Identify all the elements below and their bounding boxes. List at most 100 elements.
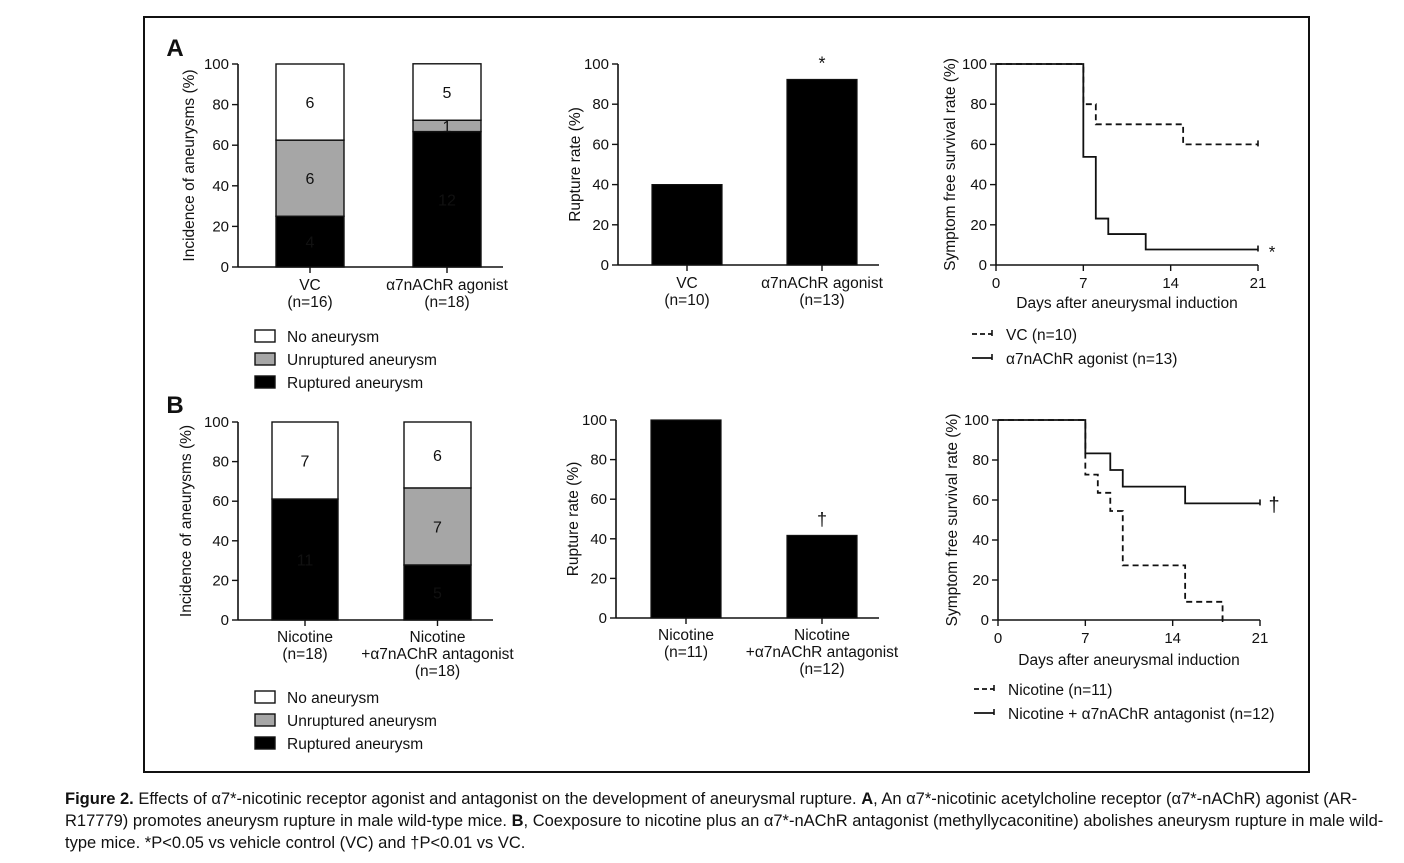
A2-ytick-label: 80 (592, 96, 609, 113)
B1-category-label: Nicotine (277, 629, 333, 646)
B1-ytick-label: 40 (212, 533, 229, 550)
B1-category-label: (n=18) (415, 663, 460, 680)
B3-xtick-label: 21 (1252, 630, 1269, 647)
B2-bar (786, 534, 858, 619)
A1-segment-label: 6 (306, 171, 315, 188)
B1-segment-label: 7 (301, 454, 310, 471)
B1-segment-label: 11 (297, 553, 314, 570)
panel-label-a: A (166, 35, 183, 62)
B2-ytick-label: 40 (590, 531, 607, 548)
B3-xtick-label: 0 (994, 630, 1002, 647)
B2-category-label: Nicotine (794, 627, 850, 644)
B1-bar-segment-unruptured (403, 487, 472, 566)
B3-series-line-1 (998, 419, 1260, 505)
A3-series-line-1 (996, 63, 1258, 251)
B1-bar-segment-no_aneurysm (403, 421, 472, 489)
B2-ytick-label: 20 (590, 570, 607, 587)
A1-ytick-label: 40 (212, 178, 229, 195)
B2-ytick-label: 0 (599, 610, 607, 627)
B1-category-label: (n=18) (282, 646, 327, 663)
A3-ytick-label: 80 (970, 96, 987, 113)
B1-legend-swatch-no_aneurysm (254, 690, 276, 704)
A3-xtick-label: 21 (1250, 275, 1267, 292)
A1-segment-label: 4 (306, 235, 315, 252)
A1-ytick-label: 0 (221, 259, 229, 276)
caption-text: Effects of α7*-nicotinic receptor agonis… (133, 790, 862, 808)
A1-ytick-label: 20 (212, 218, 229, 235)
A2-ytick-label: 20 (592, 217, 609, 234)
B3-ytick-label: 20 (972, 572, 989, 589)
A1-bar-segment-ruptured (412, 130, 482, 268)
B1-ytick-label: 100 (204, 414, 229, 431)
A2-bar (786, 78, 858, 266)
B1-ytick-label: 0 (221, 612, 229, 629)
A2-significance-mark: * (818, 53, 825, 73)
B1-segment-label: 6 (433, 448, 442, 465)
A1-bar-segment-unruptured (275, 139, 345, 217)
A1-segment-label: 6 (306, 95, 315, 112)
A1-bar-segment-no_aneurysm (412, 63, 482, 121)
B3-ytick-label: 40 (972, 532, 989, 549)
B2-ytick-label: 60 (590, 491, 607, 508)
B3-xtick-label: 7 (1081, 630, 1089, 647)
B1-ytick-label: 60 (212, 493, 229, 510)
A1-bar-segment-ruptured (275, 215, 345, 268)
A1-category-label: VC (299, 277, 321, 294)
A1-legend-label: Ruptured aneurysm (287, 375, 423, 392)
A2-bar (651, 184, 723, 266)
A3-ytick-label: 100 (962, 56, 987, 73)
A1-legend-swatch-ruptured (254, 375, 276, 389)
B3-significance-mark: † (1268, 494, 1279, 516)
B1-ytick-label: 80 (212, 454, 229, 471)
B3-ytick-label: 0 (981, 612, 989, 629)
A1-legend-swatch-unruptured (254, 352, 276, 366)
B1-legend-label: Unruptured aneurysm (287, 713, 437, 730)
B2-category-label: +α7nAChR antagonist (746, 644, 899, 661)
A3-legend-label: VC (n=10) (1006, 327, 1077, 344)
B3-ytick-label: 60 (972, 492, 989, 509)
B3-ytick-label: 80 (972, 452, 989, 469)
A2-category-label: VC (676, 275, 698, 292)
B3-xlabel: Days after aneurysmal induction (1018, 652, 1239, 669)
B3-ytick-label: 100 (964, 412, 989, 429)
figure-frame (143, 16, 1310, 773)
A1-bar-segment-no_aneurysm (275, 63, 345, 141)
A1-segment-label: 1 (443, 119, 452, 136)
B2-bar (650, 419, 722, 619)
A3-xtick-label: 0 (992, 275, 1000, 292)
B1-legend-swatch-ruptured (254, 736, 276, 750)
B2-significance-mark: † (817, 509, 827, 529)
A1-legend-label: No aneurysm (287, 329, 379, 346)
A3-ytick-label: 0 (979, 257, 987, 274)
A1-ytick-label: 80 (212, 97, 229, 114)
B1-category-label: +α7nAChR antagonist (361, 646, 514, 663)
B1-legend-label: Ruptured aneurysm (287, 736, 423, 753)
caption-b-text: , Coexposure to nicotine plus an α7*-nAC… (65, 812, 1384, 852)
B3-xtick-label: 14 (1164, 630, 1181, 647)
A1-ytick-label: 100 (204, 56, 229, 73)
caption-figure-label: Figure 2. (65, 790, 134, 808)
B3-legend-label: Nicotine (n=11) (1008, 682, 1112, 699)
A3-ylabel: Symptom free survival rate (%) (942, 58, 959, 271)
B1-segment-label: 7 (433, 519, 442, 536)
B2-ytick-label: 80 (590, 452, 607, 469)
caption-a-label: A (861, 790, 874, 808)
A2-ytick-label: 100 (584, 56, 609, 73)
B1-bar-segment-ruptured (403, 564, 472, 621)
A1-ylabel: Incidence of aneurysms (%) (181, 69, 198, 261)
B1-legend-label: No aneurysm (287, 690, 379, 707)
figure-caption: Figure 2. Effects of α7*-nicotinic recep… (65, 788, 1385, 854)
B3-legend-label: Nicotine + α7nAChR antagonist (n=12) (1008, 706, 1275, 723)
A3-legend-label: α7nAChR agonist (n=13) (1006, 351, 1177, 368)
A2-ytick-label: 0 (601, 257, 609, 274)
B2-category-label: Nicotine (658, 627, 714, 644)
caption-a-text: , An α7*-nicotinic acetylcholine recepto… (65, 790, 1358, 830)
B1-segment-label: 5 (433, 585, 442, 602)
A3-ytick-label: 60 (970, 136, 987, 153)
A1-legend-label: Unruptured aneurysm (287, 352, 437, 369)
A3-xlabel: Days after aneurysmal induction (1016, 295, 1237, 312)
B2-ytick-label: 100 (582, 412, 607, 429)
A1-category-label: (n=18) (424, 294, 469, 311)
A3-xtick-label: 14 (1162, 275, 1179, 292)
